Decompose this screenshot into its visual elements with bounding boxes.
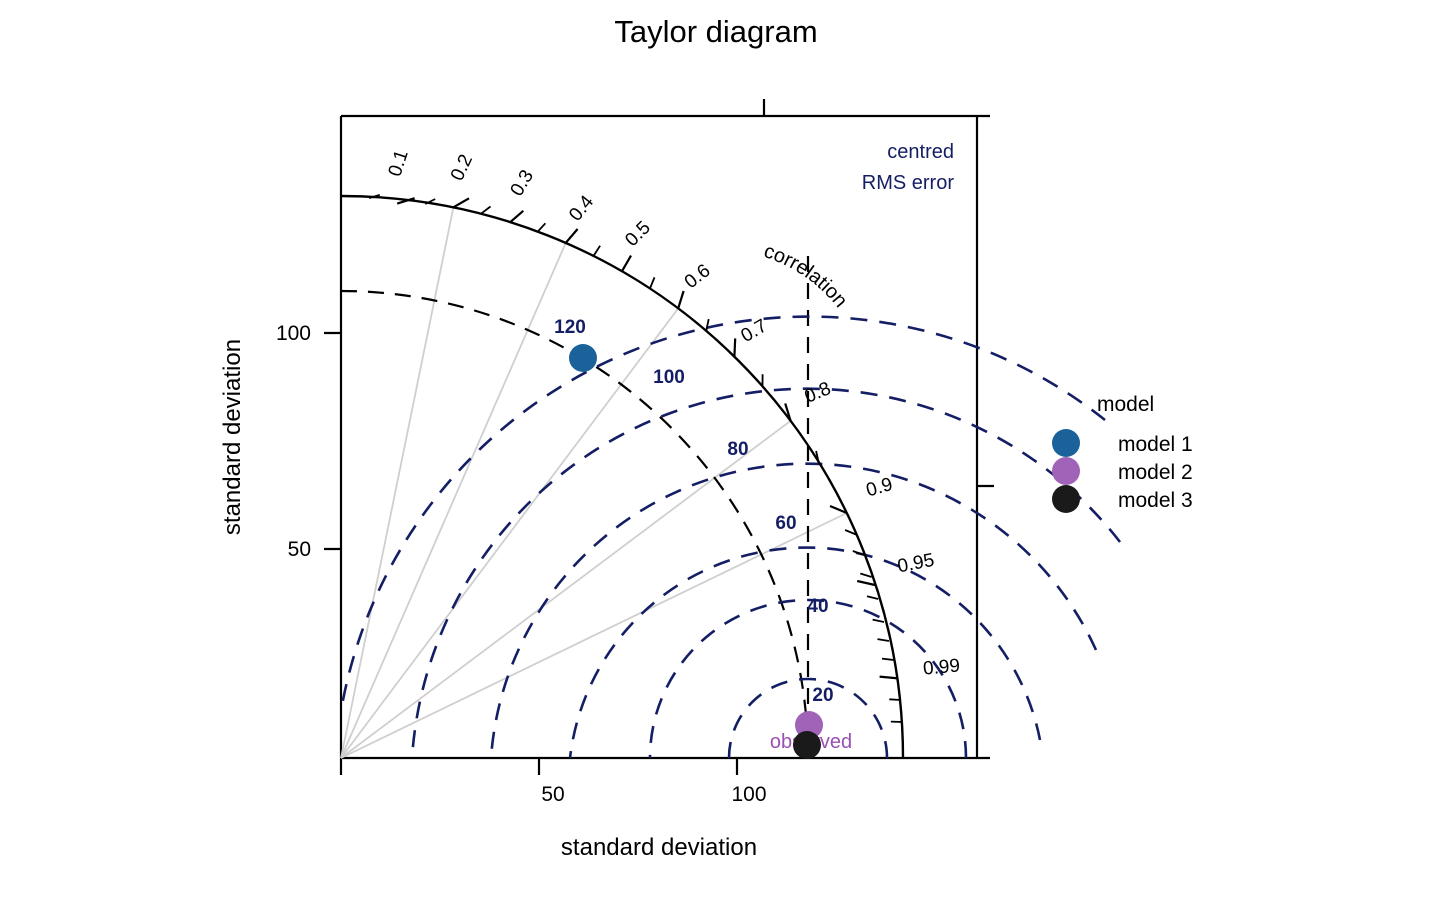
rms-contour-label-120: 120: [554, 317, 586, 338]
correlation-ticks: [368, 193, 903, 723]
x-tick-label-100: 100: [731, 783, 766, 806]
corr-tick-minor-0.96: [872, 618, 885, 623]
grey-radial-0.8: [340, 420, 792, 759]
correlation-axis-label-text: correlation: [761, 240, 851, 312]
data-points: [569, 344, 823, 759]
corr-tick-0.8: [784, 403, 792, 422]
rms-contour-label-100: 100: [653, 367, 685, 388]
corr-label-0.3: 0.3: [506, 166, 538, 199]
rms-caption-line2: RMS error: [862, 172, 955, 194]
axis-ticks: [324, 99, 994, 775]
corr-tick-minor-0.15: [424, 198, 436, 205]
corr-tick-minor-0.91: [844, 529, 857, 536]
y-tick-label-100: 100: [276, 322, 311, 345]
corr-tick-minor-0.85: [815, 450, 820, 463]
corr-tick-0.2: [452, 197, 470, 209]
rms-contour-100: [410, 387, 1122, 759]
legend-swatch-model-2[interactable]: [1052, 457, 1080, 485]
corr-label-0.6: 0.6: [681, 260, 715, 293]
corr-tick-minor-0.92: [852, 550, 865, 556]
legend-label-model-2[interactable]: model 2: [1118, 461, 1193, 484]
rms-caption-line1: centred: [887, 141, 954, 163]
corr-tick-minor-0.55: [649, 277, 656, 289]
rms-contour-label-40: 40: [807, 596, 828, 617]
corr-tick-minor-0.995: [889, 698, 902, 701]
rms-contours: [339, 315, 1122, 759]
corr-tick-minor-0.93: [860, 572, 872, 578]
data-point-model-1[interactable]: [569, 344, 597, 372]
corr-tick-0.4: [564, 228, 579, 244]
legend-label-model-3[interactable]: model 3: [1118, 489, 1193, 512]
rms-contour-label-80: 80: [727, 439, 748, 460]
rms-contour-80: [489, 462, 1098, 759]
corr-tick-minor-0.45: [593, 245, 601, 256]
grey-radial-0.4: [340, 242, 567, 759]
corr-label-0.1: 0.1: [385, 147, 413, 179]
axis-tick-labels: 50 100 50 100: [276, 322, 767, 806]
corr-label-0.95: 0.95: [896, 550, 936, 578]
plot-frame: [339, 114, 990, 760]
rms-contour-120: [339, 315, 1106, 712]
grey-radial-0.6: [340, 307, 679, 759]
legend-swatch-model-1[interactable]: [1052, 429, 1080, 457]
corr-tick-minor-0.35: [537, 222, 547, 233]
corr-label-0.99: 0.99: [922, 655, 961, 679]
corr-label-0.2: 0.2: [447, 151, 477, 184]
corr-tick-0.99: [879, 675, 898, 680]
corr-tick-0.6: [677, 290, 685, 309]
legend-swatch-model-3[interactable]: [1052, 485, 1080, 513]
corr-tick-0.5: [621, 255, 632, 272]
observed-sd-arc: [340, 289, 810, 759]
grey-radial-lines: [340, 207, 848, 759]
rms-contour-labels: 20 40 60 80 100 120: [554, 317, 833, 706]
corr-tick-minor-0.97: [877, 638, 890, 642]
rms-contour-label-60: 60: [775, 513, 796, 534]
corr-tick-0.1: [396, 197, 415, 205]
corr-label-0.8: 0.8: [802, 378, 835, 408]
x-axis-title: standard deviation: [561, 834, 757, 861]
corr-tick-0.3: [508, 209, 525, 224]
corr-tick-minor-0.05: [368, 193, 381, 199]
x-tick-label-50: 50: [541, 783, 564, 806]
outer-sd-arc: [340, 194, 905, 759]
corr-tick-minor-0.94: [866, 595, 879, 600]
y-axis-title: standard deviation: [219, 339, 246, 535]
corr-tick-minor-0.65: [705, 318, 710, 331]
legend: model model 1 model 2 model 3: [1052, 393, 1193, 513]
data-point-model-3[interactable]: [793, 731, 821, 759]
corr-label-0.4: 0.4: [565, 191, 598, 225]
rms-contour-label-20: 20: [812, 685, 833, 706]
rms-contour-40: [648, 598, 968, 759]
rms-error-caption: centred RMS error: [862, 141, 955, 194]
rms-contour-20: [727, 677, 889, 759]
page-title: Taylor diagram: [614, 14, 817, 49]
grey-radial-0.2: [340, 207, 455, 759]
corr-tick-minor-0.25: [480, 205, 492, 215]
corr-tick-minor-0.98: [881, 657, 894, 661]
legend-title: model: [1097, 393, 1154, 416]
legend-label-model-1[interactable]: model 1: [1118, 433, 1193, 456]
y-tick-label-50: 50: [288, 538, 311, 561]
corr-tick-0.9: [829, 504, 848, 515]
corr-tick-0.95: [856, 579, 876, 587]
corr-label-0.5: 0.5: [621, 217, 655, 251]
corr-tick-0.7: [733, 338, 737, 357]
rms-contour-60: [568, 546, 1042, 759]
grey-radial-0.9: [340, 512, 848, 759]
correlation-axis-label-tspan: correlation: [761, 240, 851, 312]
corr-label-0.9: 0.9: [864, 474, 895, 501]
